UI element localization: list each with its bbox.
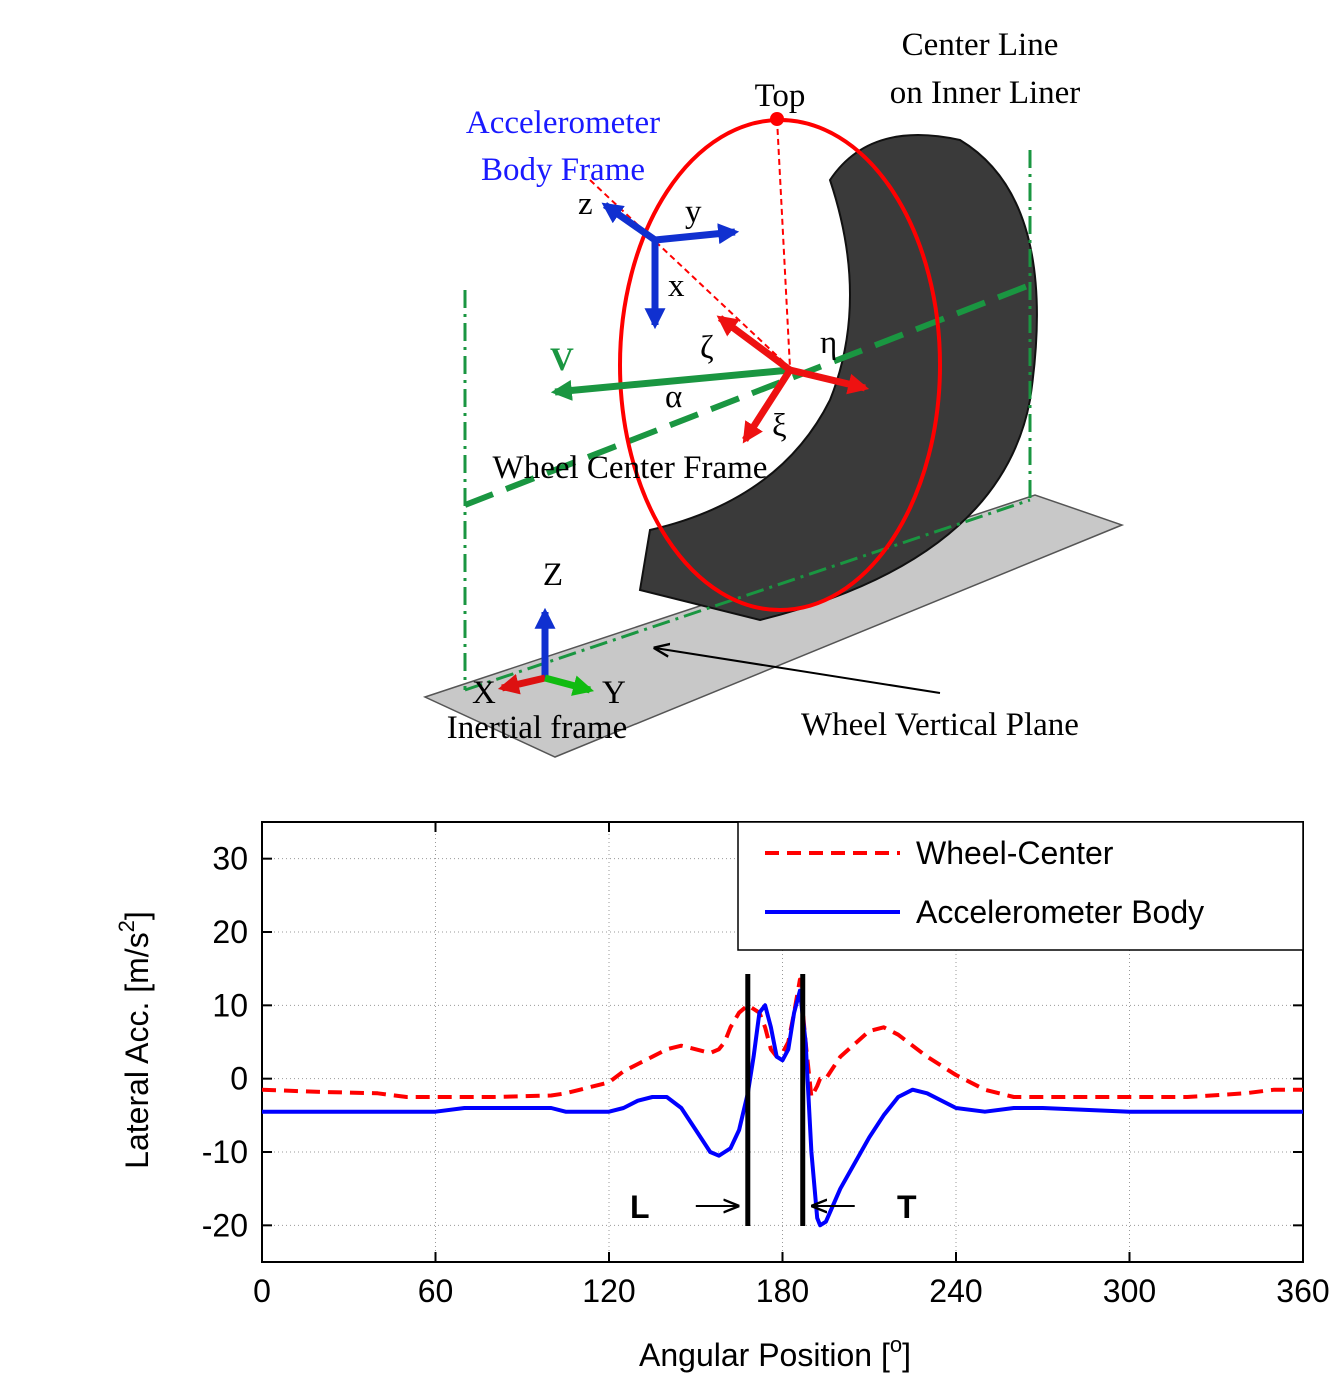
label: α	[665, 379, 682, 415]
tire	[638, 134, 1038, 622]
label: Y	[602, 675, 626, 711]
label: Wheel Center Frame	[493, 450, 768, 486]
label: on Inner Liner	[890, 75, 1081, 111]
label: X	[472, 675, 496, 711]
series-line	[262, 988, 1303, 1228]
x-tick-label: 0	[253, 1273, 271, 1309]
series-line	[261, 977, 1303, 1099]
y-tick-label: -20	[202, 1207, 248, 1243]
chart: 0 60 120 180 240 300 360 -20 -10 0 10 20 30 L T Wheel-C…	[114, 821, 1330, 1373]
y-tick-label: 30	[212, 841, 248, 877]
x-tick-label: 240	[929, 1273, 982, 1309]
legend-label: Wheel-Center	[916, 835, 1114, 871]
diagram: Center Line on Inner Liner Top Accelerom…	[422, 27, 1125, 758]
label: z	[578, 186, 593, 222]
x-tick-label: 120	[582, 1273, 635, 1309]
label: ζ	[700, 330, 714, 366]
label: Z	[543, 557, 563, 593]
y-tick-label: 20	[212, 914, 248, 950]
label: ξ	[772, 408, 787, 444]
label: η	[820, 325, 837, 361]
label: Top	[755, 78, 806, 114]
marker-label: T	[897, 1189, 917, 1225]
y-tick-label: 0	[230, 1061, 248, 1097]
y-tick-label: -10	[202, 1134, 248, 1170]
label: Accelerometer	[466, 105, 660, 141]
label: Body Frame	[481, 152, 645, 188]
legend: Wheel-Center Accelerometer Body	[737, 821, 1304, 951]
axis-label-text: ]	[902, 1337, 911, 1373]
axis-label: Angular Position [o]	[639, 1332, 911, 1373]
label: Center Line	[902, 27, 1059, 63]
axis-label-sup: o	[890, 1332, 902, 1357]
x-tick-label: 180	[756, 1273, 809, 1309]
x-tick-label: 60	[418, 1273, 454, 1309]
label: Wheel Vertical Plane	[801, 707, 1079, 743]
x-tick-label: 360	[1276, 1273, 1329, 1309]
label: V	[550, 342, 574, 378]
legend-label: Accelerometer Body	[916, 894, 1204, 930]
axis-label-text: Lateral Acc. [m/s	[119, 932, 155, 1169]
label: y	[685, 194, 702, 230]
axis-label-sup: 2	[114, 920, 139, 932]
axis-label-text: Angular Position [	[639, 1337, 890, 1373]
radius-top	[776, 118, 791, 369]
x-tick-label: 300	[1103, 1273, 1156, 1309]
pointer	[655, 648, 941, 694]
axis-label-text: ]	[119, 911, 155, 920]
y-tick-label: 10	[212, 987, 248, 1023]
marker-label: L	[630, 1189, 650, 1225]
legend-box	[737, 821, 1304, 951]
label: x	[668, 268, 685, 304]
arrows	[497, 202, 870, 696]
wheel-plane-lines	[463, 150, 1032, 692]
label: Inertial frame	[447, 710, 627, 746]
axis-label: Lateral Acc. [m/s2]	[114, 911, 155, 1169]
